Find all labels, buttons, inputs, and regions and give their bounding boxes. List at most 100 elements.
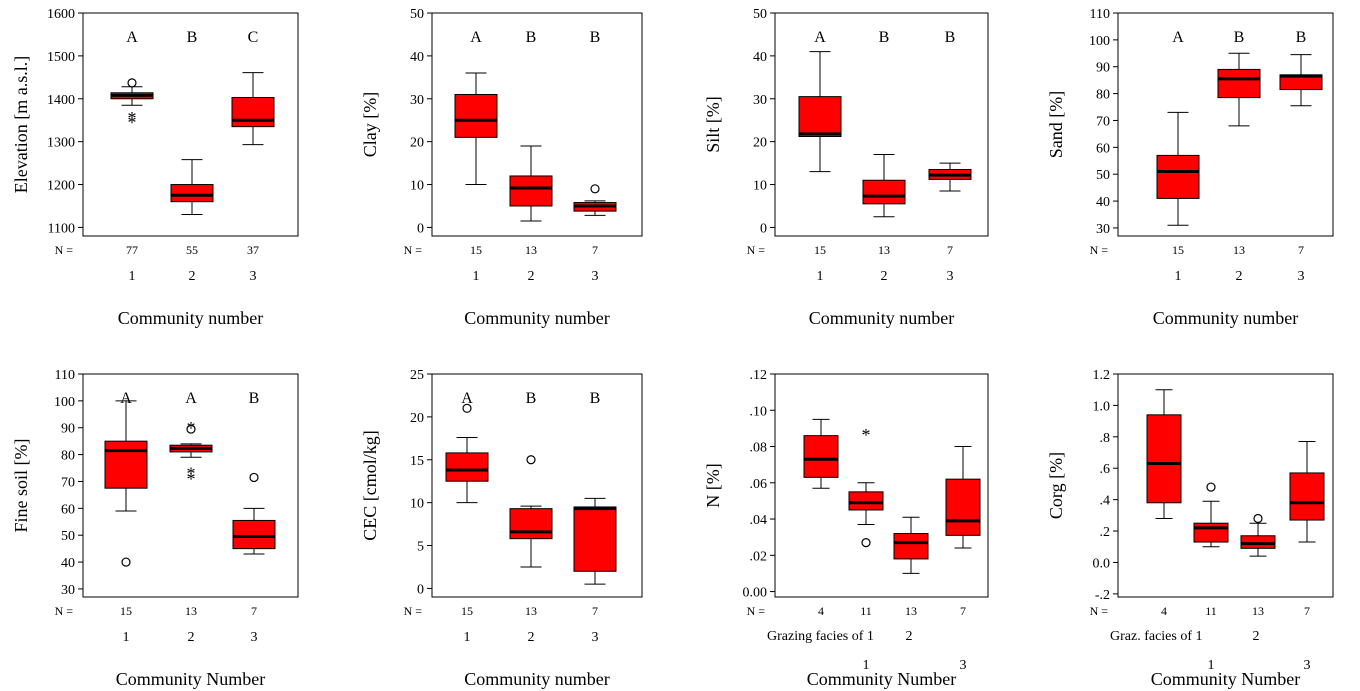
significance-letter: A [126,29,138,46]
category-label: 3 [1298,269,1305,284]
y-tick-label: .8 [1100,431,1111,446]
box [509,175,553,207]
y-axis-label: Fine soil [%] [11,439,31,533]
n-value: 15 [470,243,482,257]
box [454,93,498,138]
y-tick-label: 110 [1090,7,1110,22]
outlier-point [186,424,196,434]
y-tick-label: 1100 [48,221,75,236]
box [573,506,617,572]
category-label: 3 [947,269,954,284]
y-tick-label: .04 [750,513,768,528]
plot-frame [82,373,299,598]
n-value: 7 [251,604,257,618]
box [1289,472,1325,521]
n-value: 55 [186,243,198,257]
significance-letter: A [120,390,132,407]
box-group: 13 [893,516,929,618]
box-group: A 15 1 [104,390,148,645]
y-tick-label: 25 [410,368,424,383]
box [445,452,489,482]
significance-letter: B [590,390,601,407]
y-tick-label: .08 [750,441,768,456]
panel-2: 0 10 20 30 40 50 Clay [%] N = A 15 1 B 13 2 B 7 3 Communi… [360,7,643,328]
significance-letter: B [590,29,601,46]
n-value: 7 [592,243,598,257]
box [232,519,276,550]
outlier-point [127,78,137,88]
n-value: 4 [1161,604,1167,618]
box-group: 4 [803,418,839,618]
y-tick-label: 40 [61,556,75,571]
box-group: 11 [1193,482,1229,618]
n-value: 15 [120,604,132,618]
box [231,96,275,128]
n-value: 7 [1304,604,1310,618]
x-axis-label: Community number [464,669,610,689]
y-axis-label: CEC [cmol/kg] [360,430,380,541]
y-tick-label: 30 [753,93,767,108]
y-axis-label: Elevation [m a.s.l.] [11,56,31,193]
significance-letter: B [526,390,537,407]
y-tick-label: 15 [410,454,424,469]
category-label: 2 [189,269,196,284]
panel-6: 0 5 10 15 20 25 CEC [cmol/kg] N = A 15 1 B 13 2 B 7 3 Com… [360,368,643,689]
box [1193,522,1229,543]
box [862,179,906,205]
box [893,533,929,560]
n-label: N = [747,604,766,618]
outlier-point [462,403,472,413]
y-axis-label: Corg [%] [1046,452,1066,519]
y-tick-label: 1.2 [1093,368,1111,383]
n-value: 37 [247,243,259,257]
panel-1: 1100 1200 1300 1400 1500 1600 Elevation [m a.s… [11,7,299,328]
y-tick-label: 30 [1096,222,1110,237]
significance-letter: B [879,29,890,46]
category-label: 3 [592,269,599,284]
n-value: 13 [1252,604,1264,618]
extreme-point: * [128,112,137,132]
y-tick-label: 100 [54,395,75,410]
significance-letter: A [814,29,826,46]
y-tick-label: 80 [1096,88,1110,103]
y-axis-label: Silt [%] [703,96,723,153]
y-tick-label: -.2 [1095,588,1110,603]
box [1217,68,1261,99]
significance-letter: B [187,29,198,46]
box [803,435,839,478]
n-value: 15 [814,243,826,257]
y-tick-label: .06 [750,477,768,492]
y-tick-label: .10 [750,404,768,419]
y-axis-label: N [%] [703,463,723,507]
x-axis-label: Community number [1153,308,1299,328]
n-value: 7 [1298,243,1304,257]
n-value: 7 [592,604,598,618]
y-tick-label: 50 [410,7,424,22]
category-label: 3 [251,630,258,645]
box-group: 7 [1289,441,1325,618]
y-tick-label: 60 [1096,141,1110,156]
extreme-point: * [128,108,137,128]
box-group: B 13 2 [862,29,906,284]
box [1146,414,1182,504]
grazing-facies-label-2: 2 [906,629,913,644]
y-tick-label: .4 [1100,494,1111,509]
outlier-point [1206,482,1216,492]
y-tick-label: 40 [753,50,767,65]
y-tick-label: 0 [417,582,424,597]
y-tick-label: .12 [750,368,768,383]
n-value: 13 [525,243,537,257]
y-tick-label: 0.00 [743,586,768,601]
plot-frame [82,12,299,237]
plot-frame [774,12,989,237]
category-label: 1 [464,630,471,645]
y-tick-label: 70 [1096,114,1110,129]
box-group: B 13 2 [509,390,553,645]
panel-5: 30 40 50 60 70 80 90 100 110 Fine soil [%] N = A 15 1… [11,368,299,689]
community-label: 1 [1208,658,1215,673]
box-group: B 7 3 [573,29,617,284]
box-group: 7 [945,446,981,618]
y-tick-label: 80 [61,449,75,464]
y-tick-label: 90 [61,422,75,437]
